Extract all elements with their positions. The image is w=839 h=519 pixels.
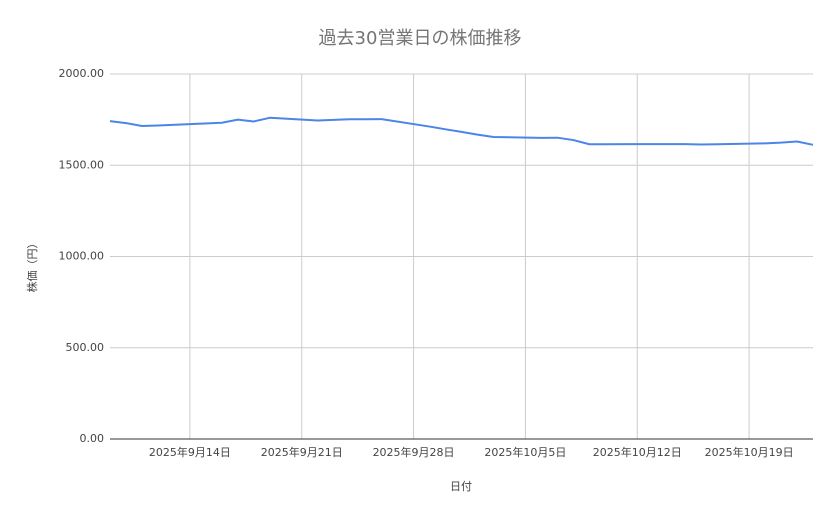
x-tick-label: 2025年9月14日 [149,445,231,459]
x-tick-label: 2025年9月28日 [373,445,455,459]
data-line [109,116,814,146]
y-axis-label: 株価（円） [25,238,39,293]
y-tick-label: 1000.00 [59,250,105,263]
x-axis-label: 日付 [450,480,472,493]
y-tick-label: 500.00 [66,341,105,354]
chart-title: 過去30営業日の株価推移 [319,28,522,49]
y-tick-label: 2000.00 [59,67,105,80]
x-tick-label: 2025年10月19日 [705,445,794,459]
plot [109,116,814,146]
grid [110,73,813,439]
y-tick-label: 0.00 [80,432,105,445]
x-tick-label: 2025年10月12日 [593,445,682,459]
y-tick-label: 1500.00 [59,158,105,171]
x-tick-label: 2025年9月21日 [261,445,343,459]
x-tick-label: 2025年10月5日 [484,445,566,459]
